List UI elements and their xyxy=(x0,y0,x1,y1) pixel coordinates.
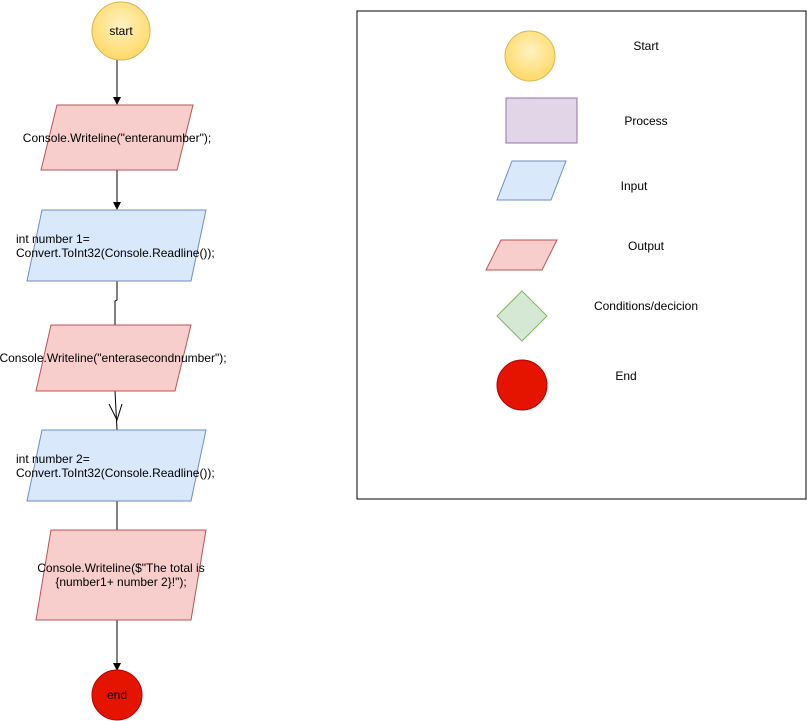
start-node: start xyxy=(91,1,151,61)
output-node-total-line2: {number1+ number 2}!"); xyxy=(55,575,186,589)
output-node-enter-number-label: Console.Writeline("enteranumber"); xyxy=(23,131,211,145)
legend-output-shape-icon xyxy=(485,239,558,271)
legend-item-decision: Conditions/decicion xyxy=(496,290,698,342)
legend-item-start: Start xyxy=(504,30,659,82)
legend-process-shape-icon xyxy=(505,97,578,144)
legend-input-shape-icon xyxy=(496,160,567,201)
input-node-number2-line2: Convert.ToInt32(Console.Readline()); xyxy=(16,466,215,480)
legend-decision-label: Conditions/decicion xyxy=(594,299,698,313)
end-node-label: end xyxy=(107,688,127,702)
input-node-number2-line1: int number 2= xyxy=(16,452,90,466)
connector-output2-to-input2 xyxy=(114,390,118,431)
input-node-number1: int number 1= Convert.ToInt32(Console.Re… xyxy=(16,209,215,282)
input-node-number2: int number 2= Convert.ToInt32(Console.Re… xyxy=(16,429,215,502)
legend-item-process: Process xyxy=(505,97,668,144)
output-node-enter-number: Console.Writeline("enteranumber"); xyxy=(23,104,211,171)
output-node-total-line1: Console.Writeline($"The total is xyxy=(37,561,204,575)
connector-input1-to-output2 xyxy=(114,281,118,325)
start-node-label: start xyxy=(109,24,133,38)
legend-panel: Start Process Input Output Conditions/de… xyxy=(356,10,807,500)
legend-item-end: End xyxy=(496,359,637,411)
output-node-enter-second-number: Console.Writeline("enterasecondnumber"); xyxy=(0,324,227,392)
input-node-number1-line1: int number 1= xyxy=(16,232,90,246)
legend-start-label: Start xyxy=(633,39,659,53)
legend-input-label: Input xyxy=(621,179,648,193)
legend-end-label: End xyxy=(615,369,636,383)
legend-output-label: Output xyxy=(628,239,665,253)
input-node-number1-line2: Convert.ToInt32(Console.Readline()); xyxy=(16,246,215,260)
legend-decision-shape-icon xyxy=(496,290,548,342)
output-node-enter-second-number-label: Console.Writeline("enterasecondnumber"); xyxy=(0,351,227,365)
legend-item-output: Output xyxy=(485,239,665,271)
output-node-total: Console.Writeline($"The total is {number… xyxy=(35,529,207,621)
legend-process-label: Process xyxy=(624,114,667,128)
arrowhead-open-icon xyxy=(108,403,123,422)
legend-end-shape-icon xyxy=(496,359,548,411)
legend-item-input: Input xyxy=(496,160,648,201)
legend-start-shape-icon xyxy=(504,30,556,82)
end-node: end xyxy=(91,669,143,721)
